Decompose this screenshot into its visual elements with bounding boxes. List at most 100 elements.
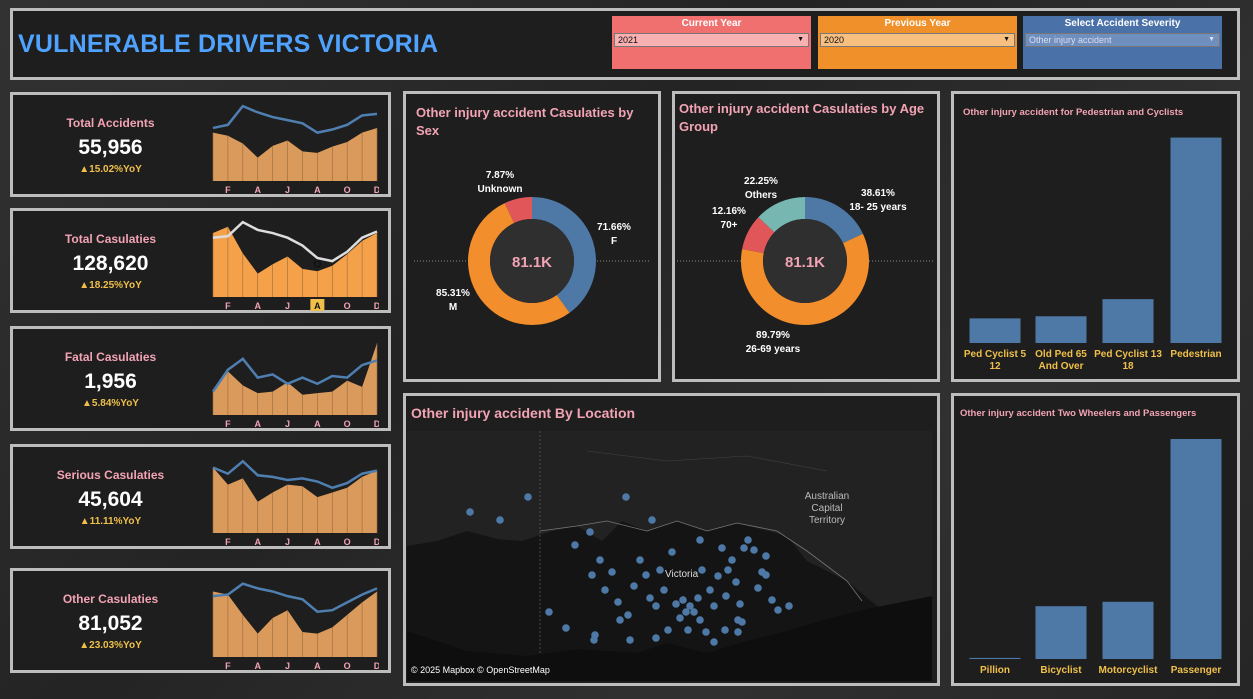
map-accident-point[interactable] — [736, 600, 744, 608]
chevron-down-icon[interactable]: ▼ — [797, 36, 804, 43]
map-accident-point[interactable] — [608, 568, 616, 576]
accident-severity-select[interactable]: Other injury accident ▼ — [1025, 33, 1220, 47]
map-accident-point[interactable] — [622, 493, 630, 501]
bar[interactable] — [969, 318, 1021, 343]
map-accident-point[interactable] — [686, 602, 694, 610]
map-accident-point[interactable] — [740, 544, 748, 552]
donut-slice[interactable] — [758, 197, 805, 233]
map-accident-point[interactable] — [636, 556, 644, 564]
select-value: 2021 — [618, 35, 639, 45]
map-accident-point[interactable] — [664, 626, 672, 634]
filter-previous-year[interactable]: Previous Year 2020 ▼ — [818, 16, 1017, 69]
map-accident-point[interactable] — [652, 602, 660, 610]
map-accident-point[interactable] — [496, 516, 504, 524]
donut-slice[interactable] — [805, 197, 863, 244]
bar[interactable] — [1035, 316, 1087, 343]
map-accident-point[interactable] — [571, 541, 579, 549]
map-accident-point[interactable] — [646, 594, 654, 602]
bar[interactable] — [1170, 137, 1222, 343]
donut-slice[interactable] — [532, 197, 596, 313]
current-year-select[interactable]: 2021 ▼ — [614, 33, 809, 47]
bar[interactable] — [1170, 439, 1222, 659]
donut-age-title: Other injury accident Casulaties by Age … — [679, 101, 925, 134]
map-accident-point[interactable] — [774, 606, 782, 614]
map-accident-point[interactable] — [684, 626, 692, 634]
map-accident-point[interactable] — [672, 600, 680, 608]
map-accident-point[interactable] — [698, 566, 706, 574]
map-accident-point[interactable] — [718, 544, 726, 552]
map-accident-point[interactable] — [744, 536, 752, 544]
map-accident-point[interactable] — [648, 516, 656, 524]
map-accident-point[interactable] — [682, 608, 690, 616]
map-accident-point[interactable] — [762, 571, 770, 579]
donut-slice[interactable] — [504, 197, 532, 223]
map-accident-point[interactable] — [694, 594, 702, 602]
map-label-act-3: Territory — [809, 515, 845, 526]
map-accident-point[interactable] — [702, 628, 710, 636]
map-accident-point[interactable] — [624, 611, 632, 619]
map-accident-point[interactable] — [630, 582, 638, 590]
map-accident-point[interactable] — [676, 614, 684, 622]
map-credit[interactable]: © 2025 Mapbox © OpenStreetMap — [411, 665, 550, 675]
map-accident-point[interactable] — [590, 636, 598, 644]
map-accident-point[interactable] — [626, 636, 634, 644]
map-accident-point[interactable] — [696, 536, 704, 544]
map-accident-point[interactable] — [754, 584, 762, 592]
map-accident-point[interactable] — [642, 571, 650, 579]
map-accident-point[interactable] — [710, 602, 718, 610]
map-accident-point[interactable] — [732, 578, 740, 586]
bar[interactable] — [1102, 299, 1154, 343]
map-accident-point[interactable] — [762, 552, 770, 560]
map-accident-point[interactable] — [466, 508, 474, 516]
kpi-yoy: ▲18.25%YoY — [79, 280, 142, 291]
map-accident-point[interactable] — [679, 596, 687, 604]
map-accident-point[interactable] — [734, 628, 742, 636]
map-accident-point[interactable] — [706, 586, 714, 594]
map-accident-point[interactable] — [660, 586, 668, 594]
map-accident-point[interactable] — [652, 634, 660, 642]
map-accident-point[interactable] — [690, 608, 698, 616]
chevron-down-icon[interactable]: ▼ — [1208, 36, 1215, 43]
map-accident-point[interactable] — [728, 556, 736, 564]
map-accident-point[interactable] — [545, 608, 553, 616]
map-accident-point[interactable] — [562, 624, 570, 632]
map-accident-point[interactable] — [724, 566, 732, 574]
map-accident-point[interactable] — [721, 626, 729, 634]
map-accident-point[interactable] — [696, 616, 704, 624]
map-accident-point[interactable] — [601, 586, 609, 594]
donut-slice[interactable] — [742, 217, 775, 254]
donut-slice[interactable] — [741, 233, 869, 325]
filter-current-year[interactable]: Current Year 2021 ▼ — [612, 16, 811, 69]
map-accident-point[interactable] — [768, 596, 776, 604]
map-accident-point[interactable] — [524, 493, 532, 501]
victoria-map[interactable]: Victoria Australian Capital Territory — [407, 431, 932, 681]
previous-year-select[interactable]: 2020 ▼ — [820, 33, 1015, 47]
bar[interactable] — [1102, 601, 1154, 659]
map-accident-point[interactable] — [668, 548, 676, 556]
donut-sex-chart: 81.1K 71.66% F 85.31% M 7.87% Unknown — [414, 170, 650, 325]
filter-accident-severity[interactable]: Select Accident Severity Other injury ac… — [1023, 16, 1222, 69]
map-accident-point[interactable] — [596, 556, 604, 564]
map-accident-point[interactable] — [614, 598, 622, 606]
map-accident-point[interactable] — [750, 546, 758, 554]
map-accident-point[interactable] — [710, 638, 718, 646]
bar[interactable] — [1035, 606, 1087, 659]
donut-slice[interactable] — [468, 203, 570, 325]
map-accident-point[interactable] — [722, 592, 730, 600]
map-accident-point[interactable] — [785, 602, 793, 610]
map-accident-point[interactable] — [616, 616, 624, 624]
map-accident-point[interactable] — [714, 572, 722, 580]
map-accident-point[interactable] — [588, 571, 596, 579]
map-accident-point[interactable] — [586, 528, 594, 536]
map-accident-point[interactable] — [734, 616, 742, 624]
bar[interactable] — [969, 657, 1021, 659]
map-accident-point[interactable] — [656, 566, 664, 574]
chevron-down-icon[interactable]: ▼ — [1003, 36, 1010, 43]
map-title: Other injury accident By Location — [411, 405, 636, 421]
